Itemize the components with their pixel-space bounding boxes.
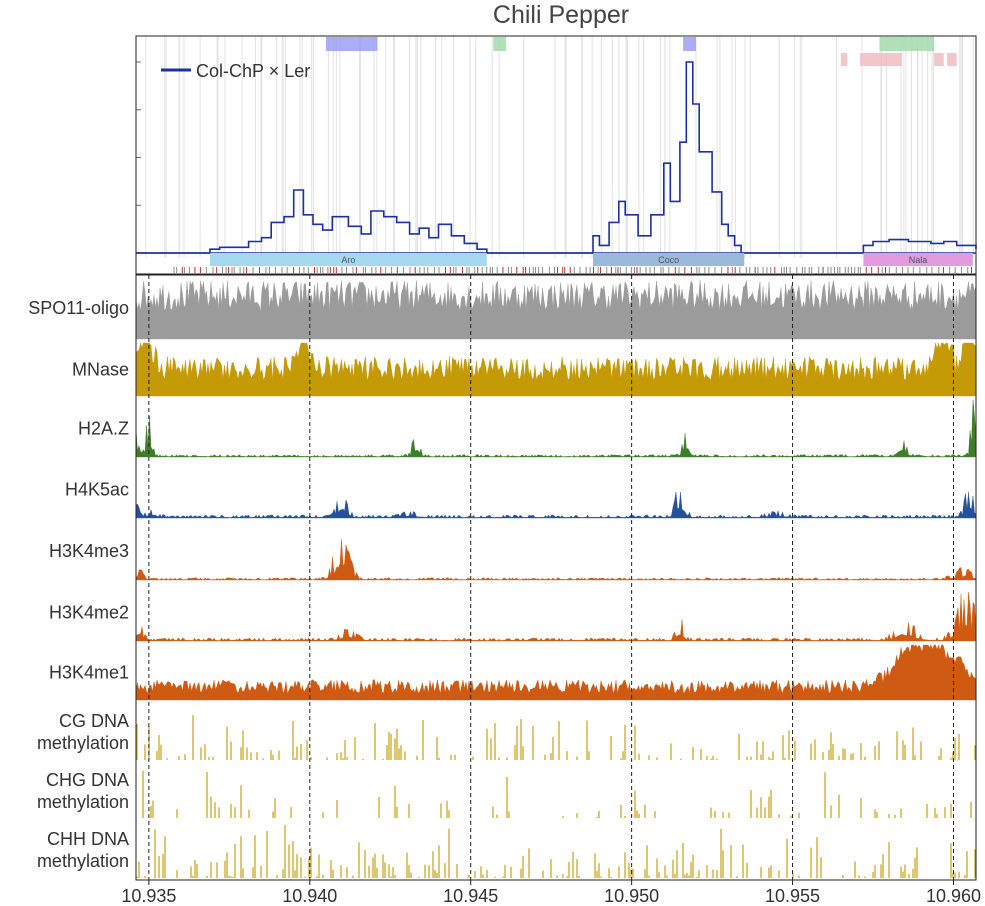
pink-band xyxy=(840,53,848,66)
epigenetic-tracks: SPO11-oligo MNase H2A.Z H4K5ac H3K4me3 H3K4me… xyxy=(28,280,977,878)
track-label: H2A.Z xyxy=(78,419,129,439)
track-area-2 xyxy=(135,399,977,458)
track-label: methylation xyxy=(37,792,129,812)
track-area-0 xyxy=(135,280,977,340)
track-panel-frame xyxy=(135,274,977,881)
green-band xyxy=(493,37,507,51)
blue-band xyxy=(325,37,378,51)
gene-nala xyxy=(863,253,973,266)
track-label: CHG DNA xyxy=(46,770,129,790)
x-tick-label: 10.935 xyxy=(121,886,176,906)
gene-coco xyxy=(593,253,745,266)
green-band xyxy=(879,37,935,51)
x-tick-label: 10.940 xyxy=(282,886,337,906)
x-tick-label: 10.955 xyxy=(765,886,820,906)
track-area-6 xyxy=(135,644,977,701)
pink-band xyxy=(947,53,957,66)
track-label: methylation xyxy=(37,851,129,871)
gene-label-nala: Nala xyxy=(909,255,928,265)
track-label: CHH DNA xyxy=(47,829,129,849)
pink-band xyxy=(934,53,944,66)
track-label: CG DNA xyxy=(59,711,129,731)
panel-frames xyxy=(135,35,977,881)
legend-label: Col-ChP × Ler xyxy=(196,61,310,81)
crossover-step-line xyxy=(136,61,977,254)
blue-band xyxy=(683,37,696,51)
gene-label-aro: Aro xyxy=(341,255,355,265)
track-label: H3K4me3 xyxy=(49,541,129,561)
x-tick-label: 10.950 xyxy=(604,886,659,906)
chart-title: Chili Pepper xyxy=(493,1,629,29)
track-label: H4K5ac xyxy=(65,480,129,500)
track-area-5 xyxy=(135,592,977,642)
track-label: methylation xyxy=(37,733,129,753)
pink-band xyxy=(879,53,902,66)
track-area-1 xyxy=(135,342,977,397)
x-axis: 10.935 10.940 10.945 10.950 10.955 10.960 xyxy=(121,880,981,906)
track-label: SPO11-oligo xyxy=(28,298,129,318)
gene-aro xyxy=(210,253,487,266)
x-tick-label: 10.960 xyxy=(926,886,981,906)
track-label: H3K4me2 xyxy=(49,603,129,623)
track-label: H3K4me1 xyxy=(49,663,129,683)
track-area-4 xyxy=(135,539,977,581)
track-label: MNase xyxy=(72,360,129,380)
track-area-3 xyxy=(135,491,977,519)
gene-label-coco: Coco xyxy=(658,255,679,265)
top-panel-frame xyxy=(135,35,977,275)
pink-band xyxy=(860,53,880,66)
crossover-panel: Col-ChP × Ler Aro Coco Nala xyxy=(136,36,977,273)
x-tick-label: 10.945 xyxy=(443,886,498,906)
